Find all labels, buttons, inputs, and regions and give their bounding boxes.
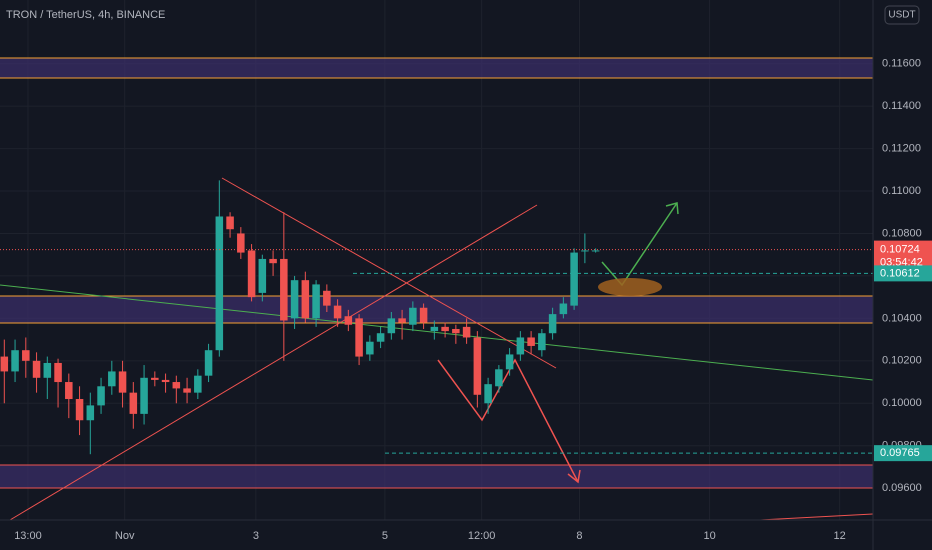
currency: USDT xyxy=(888,10,915,21)
x-tick-label: Nov xyxy=(115,530,135,542)
x-tick-label: 12 xyxy=(834,530,846,542)
candle-body xyxy=(269,258,277,264)
x-tick-label: 12:00 xyxy=(468,530,496,542)
candle-body xyxy=(398,318,406,323)
x-tick-label: 5 xyxy=(382,530,388,542)
arrow-head xyxy=(567,469,581,484)
candle-body xyxy=(344,316,353,325)
candle-body xyxy=(258,258,267,293)
candle-body xyxy=(548,314,557,334)
trend-line xyxy=(759,513,874,521)
y-tick-label: 0.09600 xyxy=(882,482,922,494)
candle-body xyxy=(538,333,546,351)
trend-line xyxy=(9,204,538,521)
candle-body xyxy=(108,371,116,387)
candle-body xyxy=(495,369,503,387)
candle-body xyxy=(516,337,525,355)
overlay xyxy=(0,249,873,454)
candle-body xyxy=(409,307,417,325)
candle-body xyxy=(118,371,127,393)
last-price-label: 0.10724 xyxy=(880,244,920,256)
candle-body xyxy=(312,284,320,319)
x-tick-label: 10 xyxy=(703,530,715,542)
candle-body xyxy=(43,362,52,378)
x-tick-label: 13:00 xyxy=(14,530,42,542)
candle-body xyxy=(32,360,41,378)
level-label: 0.09765 xyxy=(880,447,920,459)
candle-body xyxy=(376,333,385,342)
candle-body xyxy=(75,399,84,421)
candle-body xyxy=(452,328,460,334)
x-tick-label: 8 xyxy=(576,530,582,542)
candle-body xyxy=(204,350,213,376)
candle-body xyxy=(430,326,439,332)
candle-body xyxy=(333,305,342,319)
candle-body xyxy=(323,290,331,306)
candle-body xyxy=(54,362,62,383)
level-box xyxy=(874,445,932,462)
candle-body xyxy=(140,377,148,414)
y-tick-label: 0.11600 xyxy=(882,58,921,70)
currency-box xyxy=(884,5,920,25)
candle-body xyxy=(527,337,535,346)
candle-body xyxy=(0,356,9,372)
level-label: 0.10612 xyxy=(880,267,920,279)
candle-body xyxy=(419,307,428,323)
candle-body xyxy=(280,258,288,321)
candle-body xyxy=(505,354,514,370)
candle-body xyxy=(462,326,471,338)
candle-body xyxy=(355,318,363,357)
highlight xyxy=(598,278,662,296)
candle-body xyxy=(183,388,191,393)
candles xyxy=(0,180,600,455)
candle-body xyxy=(581,250,589,252)
candle-body xyxy=(97,386,105,406)
candle-body xyxy=(387,318,396,334)
candle-body xyxy=(129,392,138,414)
candle-body xyxy=(473,337,482,395)
y-tick-label: 0.10200 xyxy=(882,355,922,367)
candle-body xyxy=(570,252,578,306)
candle-body xyxy=(65,382,73,400)
candle-body xyxy=(226,216,234,230)
candle-body xyxy=(237,233,245,253)
candle-body xyxy=(366,341,374,355)
candle-body xyxy=(247,250,256,298)
y-tick-label: 0.11000 xyxy=(882,185,921,197)
candle-body xyxy=(22,350,30,361)
arrow-head xyxy=(665,202,679,215)
candle-body xyxy=(301,280,310,319)
y-tick-label: 0.10000 xyxy=(882,397,922,409)
candle-body xyxy=(172,382,181,389)
candle-body xyxy=(215,216,224,351)
candle-body xyxy=(290,280,299,319)
candle-body xyxy=(151,377,159,380)
candle-body xyxy=(86,405,95,421)
chart-title: TRON / TetherUS, 4h, BINANCE xyxy=(6,9,165,21)
candle-body xyxy=(591,250,600,252)
candle-body xyxy=(559,303,568,315)
y-tick-label: 0.10400 xyxy=(882,312,922,324)
candle-body xyxy=(441,326,449,332)
candle-body xyxy=(484,384,492,404)
y-tick-label: 0.11400 xyxy=(882,100,921,112)
y-tick-label: 0.11200 xyxy=(882,142,921,154)
level-box xyxy=(874,265,932,282)
candle-body xyxy=(161,379,170,383)
zone xyxy=(0,465,873,488)
x-tick-label: 3 xyxy=(253,530,259,542)
zone xyxy=(0,58,873,78)
candle-body xyxy=(11,350,19,372)
y-tick-label: 0.10800 xyxy=(882,227,922,239)
trend-line xyxy=(0,284,874,381)
candle-body xyxy=(194,375,202,393)
